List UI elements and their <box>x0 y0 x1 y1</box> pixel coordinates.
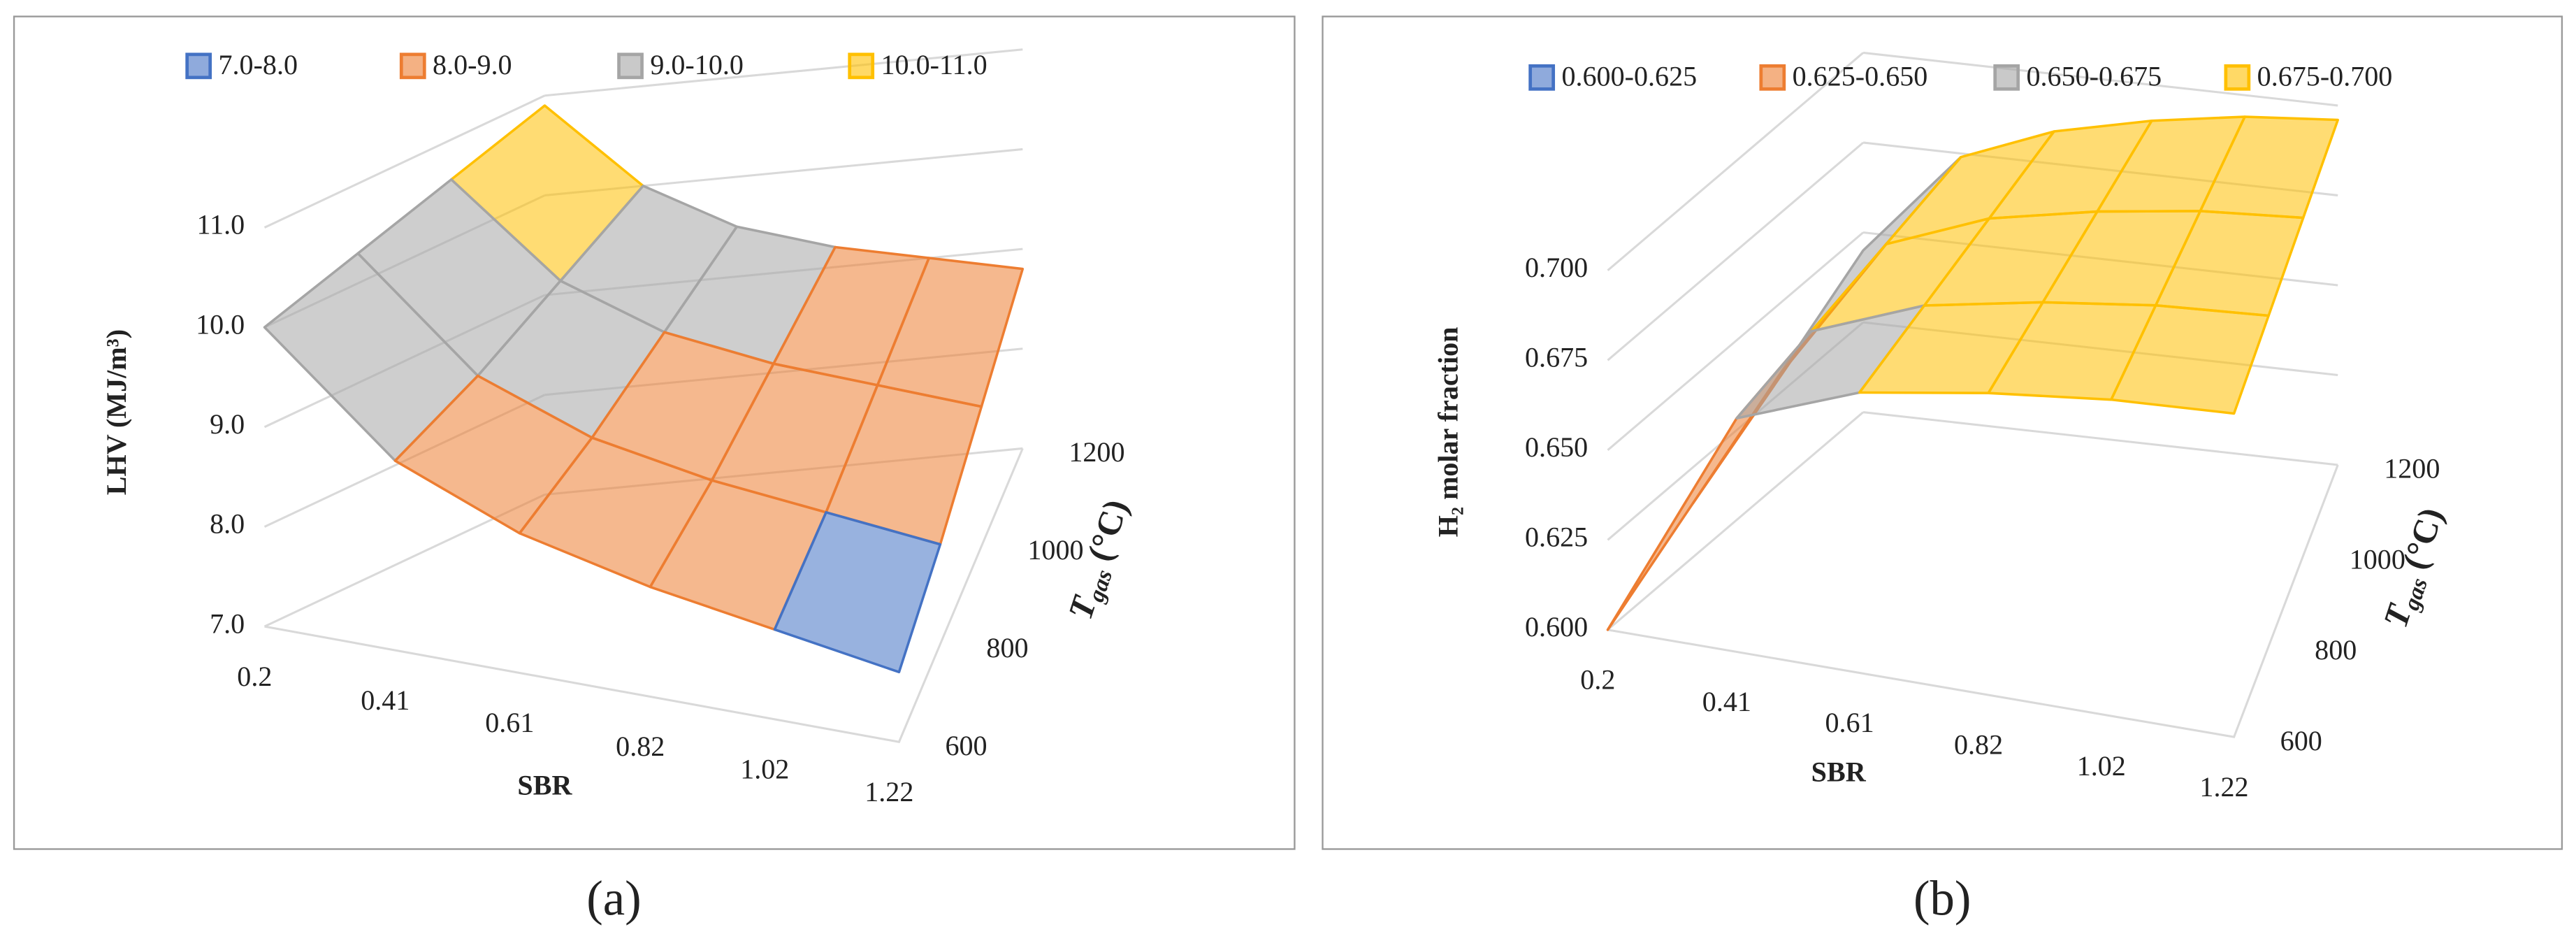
legend-label: 10.0-11.0 <box>881 49 987 80</box>
legend-label: 0.600-0.625 <box>1561 60 1697 92</box>
z-tick-label: 8.0 <box>210 508 245 540</box>
x-tick-label: 0.61 <box>1825 707 1874 738</box>
legend-swatch <box>1528 64 1556 91</box>
x-axis-title: SBR <box>517 769 572 800</box>
x-tick-label: 0.82 <box>1954 729 2003 761</box>
x-tick-label: 0.41 <box>361 684 410 716</box>
floor-edge <box>264 447 1024 743</box>
y-tick-label: 800 <box>986 632 1028 663</box>
grid-line <box>1862 411 2338 466</box>
panel-caption: (a) <box>586 872 642 926</box>
x-tick-label: 0.2 <box>237 661 272 692</box>
legend-swatch <box>185 52 212 80</box>
x-tick-label: 0.41 <box>1702 686 1751 717</box>
z-tick-label: 0.625 <box>1525 522 1588 553</box>
y-axis-title-unit: (°C) <box>2395 503 2451 574</box>
y-tick-label: 1000 <box>1027 534 1083 566</box>
surface-face <box>2110 304 2270 415</box>
legend-swatch <box>617 52 644 80</box>
grid-line <box>1607 231 1865 451</box>
legend-swatch <box>399 52 426 80</box>
z-tick-label: 11.0 <box>197 209 245 240</box>
y-tick-label: 1000 <box>2350 543 2405 575</box>
x-tick-label: 1.22 <box>864 776 913 807</box>
z-tick-label: 0.650 <box>1525 431 1588 463</box>
legend-swatch <box>2224 64 2251 91</box>
z-tick-label: 0.700 <box>1525 252 1588 283</box>
grid-line <box>1607 52 1865 271</box>
x-tick-label: 1.22 <box>2199 771 2248 803</box>
x-axis-title: SBR <box>1811 756 1867 788</box>
y-tick-label: 600 <box>945 730 987 761</box>
grid-line <box>1607 141 1865 361</box>
z-tick-label: 0.600 <box>1525 611 1588 642</box>
grid-line <box>544 48 1023 97</box>
x-tick-label: 1.02 <box>2077 750 2126 782</box>
panel-frame <box>1322 15 2563 850</box>
z-tick-label: 9.0 <box>210 408 245 440</box>
x-tick-label: 1.02 <box>740 754 789 785</box>
grid-line <box>1607 411 1865 631</box>
y-axis-title-unit: (°C) <box>1080 495 1136 566</box>
surface-face <box>773 511 942 674</box>
y-tick-label: 600 <box>2280 725 2322 756</box>
z-tick-label: 0.675 <box>1525 341 1588 373</box>
legend-swatch <box>1993 64 2020 91</box>
panel-frame <box>13 15 1296 850</box>
legend-swatch <box>848 52 875 80</box>
y-tick-label: 1200 <box>1069 436 1124 468</box>
floor-edge <box>1607 464 2339 738</box>
grid-line <box>1862 51 2338 107</box>
legend-label: 0.625-0.650 <box>1793 60 1928 92</box>
z-tick-label: 10.0 <box>196 308 245 340</box>
grid-line <box>263 94 546 229</box>
z-tick-label: 7.0 <box>210 608 245 639</box>
legend-label: 9.0-10.0 <box>650 49 744 80</box>
panel-caption: (b) <box>1913 872 1971 926</box>
x-tick-label: 0.82 <box>616 731 665 762</box>
legend-label: 0.650-0.675 <box>2027 60 2162 92</box>
x-tick-label: 0.61 <box>485 707 534 738</box>
legend-label: 7.0-8.0 <box>218 49 298 80</box>
x-tick-label: 0.2 <box>1580 664 1615 696</box>
legend-swatch <box>1759 64 1786 91</box>
legend-label: 8.0-9.0 <box>433 49 512 80</box>
y-tick-label: 1200 <box>2384 453 2440 484</box>
z-axis-title: LHV (MJ/m³) <box>101 329 132 495</box>
legend-label: 0.675-0.700 <box>2257 60 2393 92</box>
y-tick-label: 800 <box>2315 634 2357 666</box>
z-axis-title: H₂ molar fraction <box>1433 327 1464 538</box>
